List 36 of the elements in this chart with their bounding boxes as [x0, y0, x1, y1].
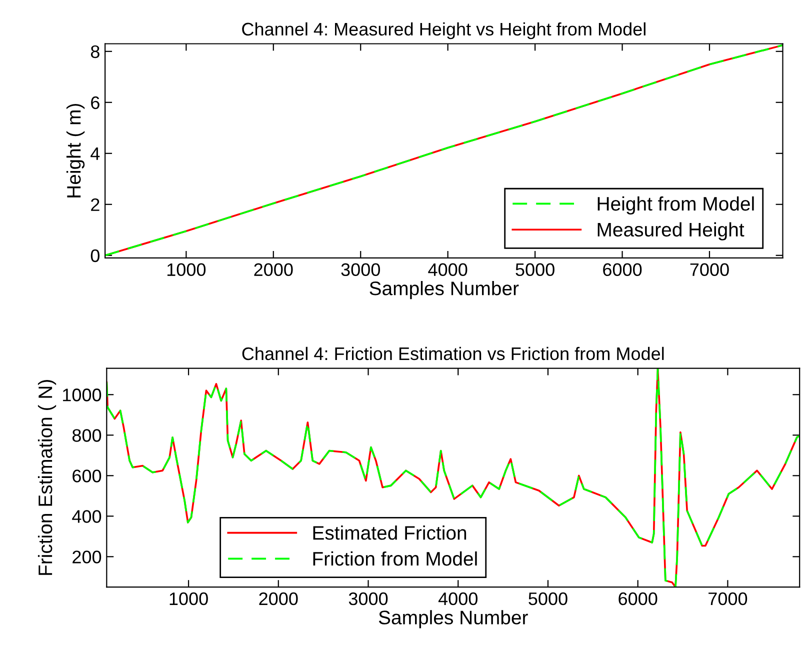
x-tick-label: 1000	[167, 263, 206, 276]
line-series	[105, 44, 783, 256]
legend-label: Measured Height	[598, 222, 744, 240]
x-tick-label: 5000	[516, 263, 554, 276]
y-tick-label: 8	[90, 45, 100, 58]
line-series	[106, 368, 800, 588]
y-axis-title: Friction Estimation ( N)	[38, 380, 56, 575]
x-tick-label: 1000	[170, 592, 208, 606]
chart-title: Channel 4: Friction Estimation vs Friction from Model	[242, 346, 664, 360]
y-tick-label: 600	[72, 470, 102, 482]
y-tick-label: 800	[72, 429, 102, 442]
x-axis-title: Samples Number	[370, 281, 519, 300]
x-tick-label: 2000	[259, 592, 298, 606]
y-tick-label: 2	[91, 198, 100, 211]
x-tick-label: 7000	[690, 263, 729, 276]
x-tick-label: 4000	[428, 263, 468, 276]
x-tick-label: 3000	[348, 592, 388, 606]
x-tick-label: 5000	[528, 592, 568, 606]
y-tick-label: 1000	[63, 388, 102, 402]
y-axis-title: Height ( m)	[66, 104, 85, 198]
x-tick-label: 6000	[618, 592, 658, 606]
legend-label: Friction from Model	[313, 551, 477, 566]
y-tick-label: 400	[72, 510, 102, 523]
x-tick-label: 3000	[341, 263, 380, 276]
y-tick-label: 4	[90, 148, 100, 160]
legend-label: Height from Model	[598, 196, 754, 215]
x-tick-label: 7000	[708, 592, 748, 606]
legend-label: Estimated Friction	[313, 526, 466, 540]
y-tick-label: 6	[91, 96, 100, 110]
x-tick-label: 4000	[438, 592, 478, 606]
x-tick-label: 2000	[254, 263, 293, 276]
y-tick-label: 0	[90, 249, 100, 262]
x-tick-label: 6000	[603, 263, 642, 276]
y-tick-label: 200	[72, 550, 102, 564]
chart-title: Channel 4: Measured Height vs Height from Model	[242, 22, 646, 40]
x-axis-title: Samples Number	[378, 610, 528, 628]
